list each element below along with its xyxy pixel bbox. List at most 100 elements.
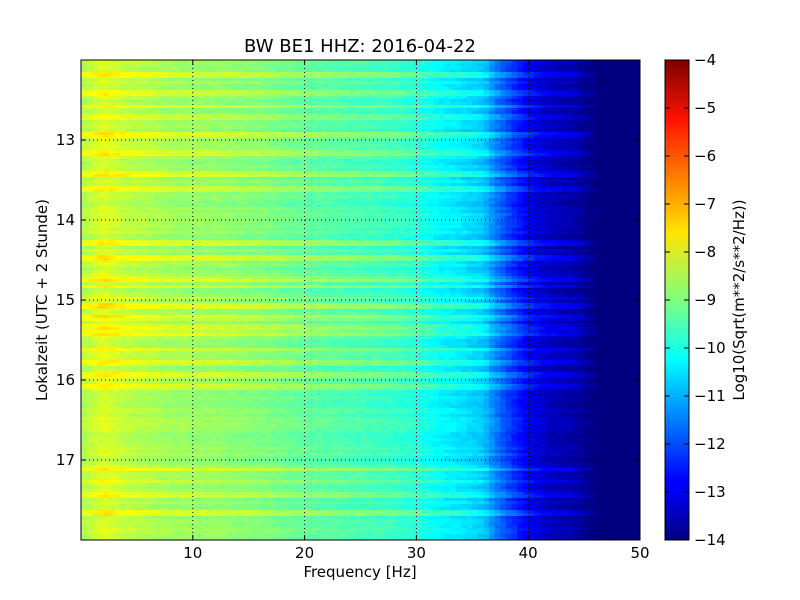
heatmap-cell [164, 84, 172, 88]
heatmap-cell [634, 96, 640, 100]
heatmap-cell [142, 180, 149, 184]
heatmap-cell [142, 141, 149, 145]
heatmap-cell [438, 186, 445, 190]
heatmap-cell [472, 75, 479, 79]
heatmap-cell [382, 117, 390, 121]
heatmap-cell [399, 180, 406, 184]
heatmap-cell [561, 141, 568, 145]
heatmap-cell [477, 162, 485, 166]
heatmap-cell [433, 162, 440, 166]
heatmap-cell [634, 135, 640, 139]
heatmap-cell [231, 183, 239, 187]
heatmap-cell [455, 105, 462, 109]
heatmap-cell [405, 207, 412, 211]
heatmap-cell [321, 192, 328, 196]
heatmap-cell [416, 117, 423, 121]
heatmap-cell [606, 204, 613, 208]
heatmap-cell [203, 174, 211, 178]
heatmap-cell [600, 144, 608, 148]
heatmap-cell [584, 132, 591, 136]
heatmap-cell [528, 186, 535, 190]
heatmap-cell [405, 63, 412, 67]
heatmap-cell [354, 174, 362, 178]
heatmap-cell [377, 192, 384, 196]
heatmap-cell [461, 60, 468, 64]
heatmap-cell [600, 141, 608, 145]
heatmap-cell [377, 108, 384, 112]
heatmap-cell [326, 72, 334, 76]
heatmap-cell [332, 186, 339, 190]
heatmap-cell [287, 135, 295, 139]
heatmap-cell [332, 183, 339, 187]
heatmap-cell [192, 192, 199, 196]
heatmap-cell [617, 99, 624, 103]
heatmap-cell [366, 84, 373, 88]
heatmap-cell [433, 183, 440, 187]
heatmap-cell [259, 147, 267, 151]
heatmap-cell [192, 60, 199, 64]
heatmap-cell [371, 183, 378, 187]
heatmap-cell [567, 180, 574, 184]
heatmap-cell [226, 156, 233, 160]
heatmap-cell [293, 171, 300, 175]
heatmap-cell [550, 87, 557, 91]
heatmap-cell [472, 69, 479, 73]
heatmap-cell [198, 195, 205, 199]
heatmap-cell [433, 114, 440, 118]
heatmap-cell [220, 111, 227, 115]
heatmap-cell [97, 111, 104, 115]
heatmap-cell [153, 159, 160, 163]
heatmap-cell [86, 150, 93, 154]
heatmap-cell [477, 105, 485, 109]
heatmap-cell [164, 99, 172, 103]
heatmap-cell [187, 186, 194, 190]
heatmap-cell [97, 117, 104, 121]
heatmap-cell [310, 102, 317, 106]
heatmap-cell [254, 144, 261, 148]
heatmap-cell [634, 141, 640, 145]
heatmap-cell [550, 129, 557, 133]
heatmap-cell [578, 174, 585, 178]
heatmap-cell [600, 183, 608, 187]
heatmap-cell [623, 126, 630, 130]
heatmap-cell [556, 141, 563, 145]
heatmap-cell [181, 117, 188, 121]
heatmap-cell [483, 150, 490, 154]
heatmap-cell [148, 123, 155, 127]
heatmap-cell [271, 72, 278, 76]
heatmap-cell [567, 99, 574, 103]
heatmap-cell [332, 105, 339, 109]
heatmap-cell [544, 87, 552, 91]
heatmap-cell [299, 72, 306, 76]
heatmap-cell [589, 138, 596, 142]
heatmap-cell [187, 138, 194, 142]
heatmap-cell [382, 174, 390, 178]
heatmap-cell [589, 159, 596, 163]
heatmap-cell [634, 201, 640, 205]
heatmap-cell [254, 90, 261, 94]
heatmap-cell [466, 114, 473, 118]
heatmap-cell [338, 78, 345, 82]
heatmap-cell [477, 63, 485, 67]
heatmap-cell [181, 120, 188, 124]
heatmap-cell [489, 168, 496, 172]
heatmap-cell [505, 156, 513, 160]
heatmap-cell [176, 93, 183, 97]
heatmap-cell [209, 189, 216, 193]
heatmap-cell [494, 168, 501, 172]
heatmap-cell [421, 186, 429, 190]
heatmap-cell [120, 195, 127, 199]
heatmap-cell [466, 204, 473, 208]
heatmap-cell [192, 129, 199, 133]
heatmap-cell [511, 120, 518, 124]
heatmap-cell [120, 96, 127, 100]
heatmap-cell [371, 132, 378, 136]
heatmap-cell [628, 75, 636, 79]
heatmap-cell [142, 153, 149, 157]
heatmap-cell [433, 165, 440, 169]
heatmap-cell [427, 162, 434, 166]
heatmap-cell [600, 60, 608, 64]
heatmap-cell [416, 159, 423, 163]
heatmap-cell [271, 144, 278, 148]
heatmap-cell [254, 81, 261, 85]
